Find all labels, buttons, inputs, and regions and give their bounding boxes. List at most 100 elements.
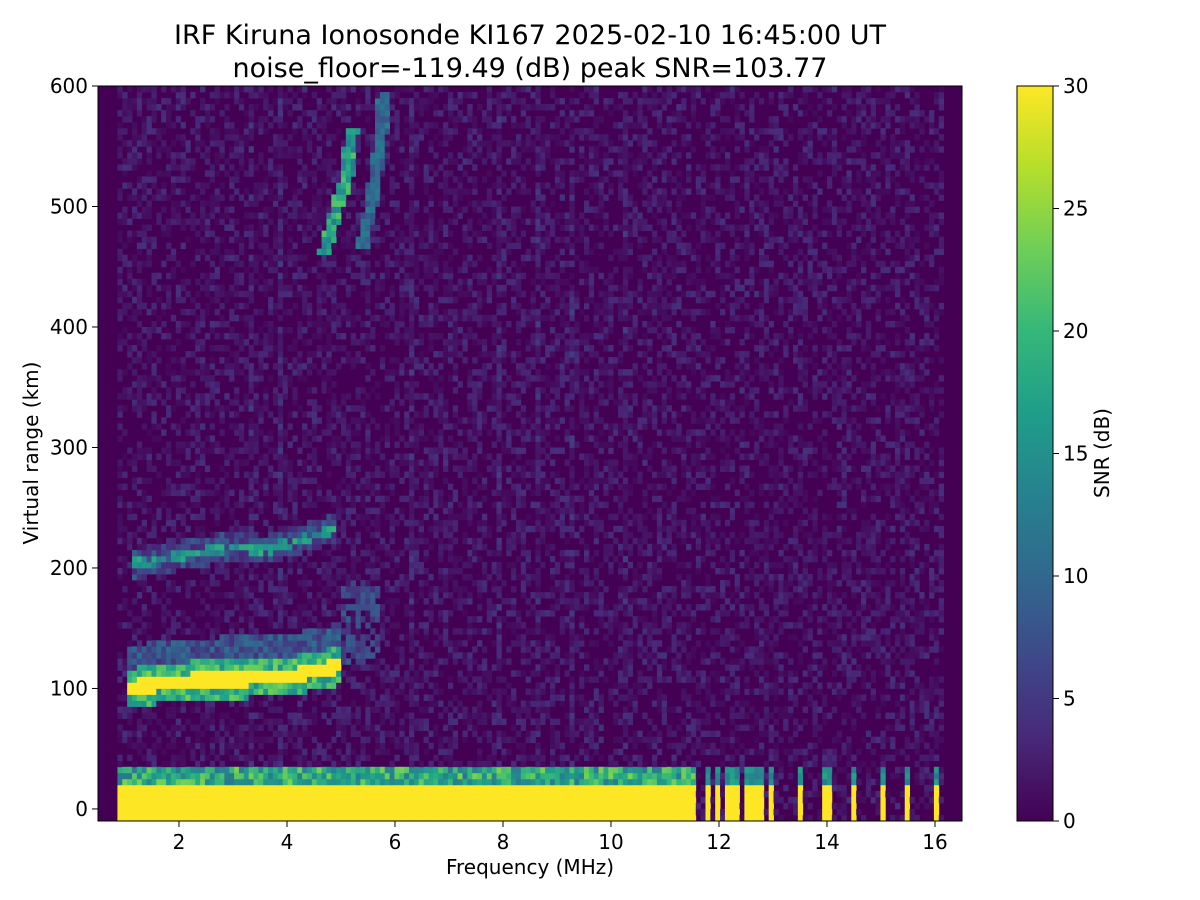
heatmap-cell bbox=[355, 796, 361, 804]
heatmap-cell bbox=[418, 314, 425, 322]
heatmap-cell bbox=[409, 182, 415, 189]
heatmap-cell bbox=[287, 676, 293, 683]
heatmap-cell bbox=[350, 357, 356, 364]
heatmap-cell bbox=[282, 808, 288, 816]
heatmap-cell bbox=[180, 802, 186, 810]
heatmap-cell bbox=[282, 525, 288, 533]
heatmap-cell bbox=[297, 405, 303, 412]
heatmap-cell bbox=[151, 640, 157, 647]
heatmap-cell bbox=[297, 531, 303, 539]
heatmap-cell bbox=[375, 790, 381, 798]
heatmap-cell bbox=[306, 682, 313, 689]
heatmap-cell bbox=[404, 634, 410, 641]
heatmap-cell bbox=[423, 790, 429, 798]
heatmap-cell bbox=[141, 339, 147, 346]
heatmap-cell bbox=[277, 537, 284, 545]
heatmap-cell bbox=[409, 646, 415, 653]
heatmap-cell bbox=[238, 339, 245, 346]
heatmap-cell bbox=[375, 302, 381, 310]
heatmap-cell bbox=[180, 134, 186, 141]
heatmap-cell bbox=[341, 164, 347, 171]
heatmap-cell bbox=[375, 592, 381, 599]
heatmap-cell bbox=[248, 640, 254, 647]
heatmap-cell bbox=[399, 266, 405, 274]
heatmap-cell bbox=[204, 393, 211, 400]
heatmap-cell bbox=[379, 501, 386, 509]
heatmap-cell bbox=[409, 682, 415, 689]
heatmap-cell bbox=[433, 814, 439, 821]
heatmap-cell bbox=[122, 302, 128, 310]
heatmap-cell bbox=[268, 808, 274, 816]
heatmap-cell bbox=[258, 814, 264, 821]
heatmap-cell bbox=[253, 411, 259, 418]
heatmap-cell bbox=[287, 284, 293, 292]
heatmap-cell bbox=[433, 598, 439, 605]
heatmap-cell bbox=[219, 555, 225, 563]
heatmap-cell bbox=[185, 453, 191, 460]
heatmap-cell bbox=[127, 86, 133, 93]
heatmap-cell bbox=[190, 543, 196, 551]
heatmap-cell bbox=[428, 308, 434, 316]
heatmap-cell bbox=[443, 573, 449, 581]
heatmap-cell bbox=[161, 567, 167, 575]
heatmap-cell bbox=[166, 664, 172, 671]
heatmap-cell bbox=[234, 658, 240, 665]
heatmap-cell bbox=[156, 218, 162, 225]
heatmap-cell bbox=[433, 453, 439, 460]
heatmap-cell bbox=[180, 387, 186, 394]
heatmap-cell bbox=[200, 104, 206, 111]
heatmap-cell bbox=[185, 399, 191, 406]
heatmap-cell bbox=[277, 110, 284, 117]
heatmap-cell bbox=[345, 393, 352, 400]
heatmap-cell bbox=[219, 290, 225, 298]
heatmap-cell bbox=[428, 375, 434, 382]
heatmap-cell bbox=[443, 182, 449, 189]
heatmap-cell bbox=[141, 477, 147, 485]
heatmap-cell bbox=[243, 604, 250, 611]
heatmap-cell bbox=[341, 345, 347, 352]
heatmap-cell bbox=[413, 459, 420, 466]
heatmap-cell bbox=[282, 459, 288, 466]
heatmap-cell bbox=[175, 730, 182, 738]
heatmap-cell bbox=[277, 290, 284, 298]
heatmap-cell bbox=[404, 802, 410, 810]
heatmap-cell bbox=[379, 110, 386, 117]
heatmap-cell bbox=[258, 604, 264, 611]
heatmap-cell bbox=[428, 796, 434, 804]
heatmap-cell bbox=[399, 778, 405, 786]
heatmap-cell bbox=[321, 604, 327, 611]
heatmap-cell bbox=[185, 628, 191, 635]
heatmap-cell bbox=[277, 802, 284, 810]
heatmap-cell bbox=[243, 471, 250, 478]
heatmap-cell bbox=[200, 682, 206, 689]
heatmap-cell bbox=[306, 369, 313, 376]
heatmap-cell bbox=[404, 543, 410, 551]
heatmap-cell bbox=[423, 254, 429, 262]
heatmap-cell bbox=[190, 164, 196, 171]
heatmap-cell bbox=[384, 688, 390, 695]
heatmap-cell bbox=[263, 694, 269, 701]
heatmap-cell bbox=[263, 549, 269, 557]
heatmap-cell bbox=[151, 435, 157, 442]
heatmap-cell bbox=[438, 447, 444, 454]
heatmap-cell bbox=[345, 706, 352, 713]
heatmap-cell bbox=[209, 260, 216, 268]
heatmap-cell bbox=[447, 92, 454, 99]
heatmap-cell bbox=[350, 242, 356, 250]
heatmap-cell bbox=[253, 447, 259, 454]
heatmap-cell bbox=[297, 224, 303, 231]
heatmap-cell bbox=[151, 375, 157, 382]
heatmap-cell bbox=[185, 670, 191, 677]
heatmap-cell bbox=[185, 561, 191, 569]
heatmap-cell bbox=[379, 537, 386, 545]
heatmap-cell bbox=[306, 592, 313, 599]
heatmap-cell bbox=[379, 357, 386, 364]
heatmap-cell bbox=[166, 272, 172, 280]
heatmap-cell bbox=[243, 598, 250, 605]
heatmap-cell bbox=[443, 357, 449, 364]
heatmap-cell bbox=[132, 598, 138, 605]
heatmap-cell bbox=[360, 784, 366, 792]
heatmap-cell bbox=[253, 652, 259, 659]
heatmap-cell bbox=[229, 694, 235, 701]
heatmap-cell bbox=[156, 357, 162, 364]
